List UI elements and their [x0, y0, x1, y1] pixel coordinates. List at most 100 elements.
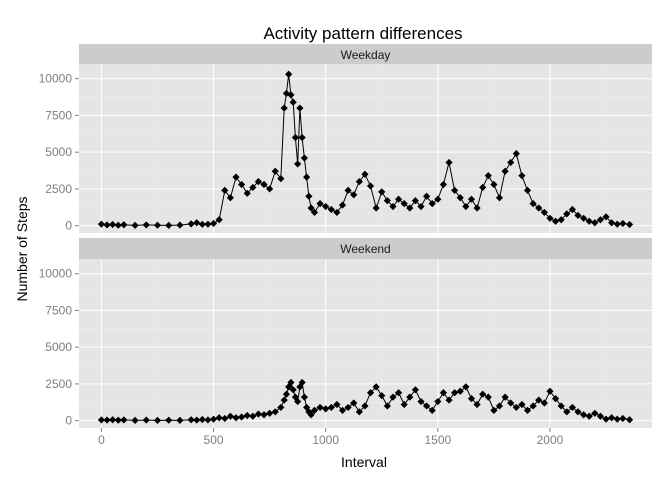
data-point — [490, 406, 498, 414]
data-point — [372, 383, 380, 391]
data-point — [300, 393, 308, 401]
data-point — [591, 219, 599, 227]
y-tick-label: 5000 — [45, 340, 72, 354]
panel-weekday: Weekday 0 2500 5000 7500 10000 — [39, 44, 652, 233]
data-point — [221, 414, 229, 423]
data-point — [215, 414, 223, 422]
data-point — [226, 194, 234, 202]
data-point — [232, 414, 240, 422]
data-point — [344, 403, 352, 412]
data-point — [512, 403, 520, 412]
data-point — [187, 220, 195, 228]
data-point — [495, 402, 504, 410]
y-tick-label: 2500 — [45, 182, 72, 196]
data-point — [456, 194, 464, 202]
data-point — [176, 416, 184, 424]
data-point — [249, 412, 257, 420]
data-point — [209, 415, 218, 423]
data-point — [198, 415, 206, 424]
data-point — [563, 408, 571, 416]
data-point — [495, 194, 504, 202]
data-point — [523, 186, 532, 194]
data-point — [254, 410, 263, 418]
data-point — [291, 133, 300, 142]
data-point — [350, 191, 358, 199]
data-point — [445, 396, 453, 404]
x-tick-label: 0 — [98, 433, 105, 447]
data-point — [518, 400, 526, 409]
data-point — [298, 133, 306, 142]
data-point — [97, 220, 106, 228]
data-point — [198, 220, 206, 228]
data-point — [344, 186, 352, 194]
y-tick-label: 0 — [65, 219, 72, 233]
data-point — [501, 393, 509, 401]
data-point — [282, 390, 291, 398]
x-axis-title: Interval — [341, 454, 387, 470]
data-point — [260, 411, 268, 419]
data-point — [490, 180, 498, 189]
data-point — [322, 202, 330, 211]
data-point — [327, 205, 335, 214]
data-point — [120, 221, 128, 229]
data-point — [591, 409, 599, 417]
data-point — [445, 158, 453, 167]
data-point — [103, 221, 111, 229]
data-point — [625, 416, 634, 424]
data-point — [296, 104, 304, 112]
data-point — [176, 221, 184, 229]
data-point — [327, 403, 335, 412]
data-point — [423, 192, 431, 200]
strip-label-weekday: Weekday — [341, 48, 391, 62]
data-point — [484, 172, 492, 180]
data-point — [142, 416, 150, 424]
y-tick-label: 7500 — [45, 108, 72, 122]
data-point — [462, 202, 470, 211]
data-point — [625, 220, 634, 229]
data-point — [142, 221, 150, 229]
data-point — [602, 415, 610, 423]
data-point — [109, 220, 117, 229]
data-point — [383, 197, 391, 205]
data-point — [103, 416, 111, 424]
data-point — [277, 403, 285, 412]
y-tick-label: 5000 — [45, 145, 72, 159]
data-point — [428, 200, 436, 208]
data-point — [417, 202, 425, 211]
data-point — [226, 412, 234, 420]
data-point — [613, 220, 621, 228]
data-point — [333, 208, 341, 217]
x-tick-label: 1500 — [424, 433, 451, 447]
data-point — [434, 397, 442, 406]
data-point — [501, 167, 509, 175]
data-point — [551, 217, 560, 225]
data-point — [204, 220, 212, 228]
data-point — [131, 416, 139, 424]
data-point — [254, 177, 263, 186]
data-point — [619, 414, 627, 423]
data-point — [613, 415, 621, 423]
panel-background-weekday — [79, 64, 652, 233]
data-point — [131, 221, 139, 229]
data-point — [479, 183, 487, 192]
data-point — [266, 409, 274, 417]
data-point — [280, 104, 288, 112]
data-point — [484, 393, 492, 401]
data-point — [355, 408, 363, 416]
data-point — [557, 402, 565, 410]
data-point — [303, 173, 311, 181]
data-point — [298, 378, 306, 387]
data-point — [316, 403, 324, 412]
data-point — [585, 217, 593, 225]
data-point — [473, 400, 481, 409]
x-tick-label: 2000 — [537, 433, 564, 447]
data-point — [153, 221, 162, 229]
data-point — [372, 204, 380, 212]
data-point — [574, 211, 582, 219]
data-point — [243, 189, 251, 197]
data-point — [109, 416, 117, 424]
data-point — [338, 406, 347, 414]
data-point — [307, 204, 315, 212]
data-point — [602, 213, 610, 221]
